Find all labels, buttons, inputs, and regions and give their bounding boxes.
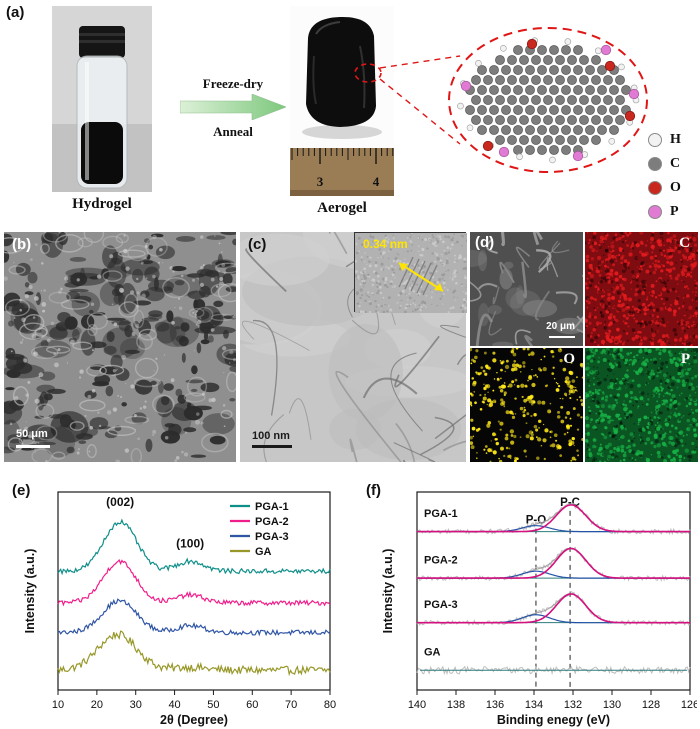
- sem-texture: [4, 232, 236, 462]
- atom-p-icon: [648, 205, 662, 219]
- phosphorus-map-texture: [585, 348, 698, 462]
- panel-b-label: (b): [12, 236, 32, 253]
- x-tick-label: 40: [168, 699, 180, 711]
- legend-item-c: C: [648, 152, 681, 176]
- oxygen-map-label: O: [563, 351, 575, 367]
- legend-entry: GA: [255, 546, 272, 558]
- process-arrow-icon: [180, 94, 286, 120]
- aerogel-caption: Aerogel: [317, 200, 367, 216]
- atom-legend: H C O P: [648, 128, 681, 224]
- series-label: PGA-1: [424, 508, 458, 520]
- eds-mapping-panel: (d) 20 μm C O P: [470, 232, 698, 462]
- process-step-bottom: Anneal: [213, 124, 253, 139]
- eds-sem-texture: [470, 232, 583, 346]
- panel-c-scalebar: [252, 445, 292, 448]
- x-axis-label: Binding enegy (eV): [497, 713, 610, 727]
- hydrogel-photo: [52, 6, 152, 192]
- series-label: PGA-3: [424, 599, 458, 611]
- atom-o-icon: [648, 181, 662, 195]
- lattice-spacing-label: 0.34 nm: [363, 237, 408, 251]
- peak-annotation: (100): [176, 536, 204, 550]
- xrd-chart: 10 20 30 40 50 60 70 80 2θ (Degree) Intensity (a.…: [23, 491, 336, 727]
- ruler-number-3: 3: [317, 174, 324, 189]
- panel-e-label: (e): [12, 482, 31, 499]
- molecular-structure-diagram: [448, 27, 648, 173]
- x-tick-label: 140: [408, 699, 426, 711]
- x-tick-label: 50: [207, 699, 219, 711]
- panel-b-scalebar-text: 50 μm: [16, 428, 48, 440]
- atom-h-icon: [648, 133, 662, 147]
- aerogel-photo: 3 4: [290, 6, 394, 196]
- eds-sem-tile: (d) 20 μm: [470, 232, 583, 346]
- panel-c-scalebar-text: 100 nm: [252, 430, 290, 442]
- x-tick-label: 132: [564, 699, 582, 711]
- lattice-fringe-texture: [355, 233, 467, 313]
- panel-d-scalebar-text: 20 μm: [546, 321, 575, 332]
- series-label: GA: [424, 646, 441, 658]
- x-tick-label: 60: [246, 699, 258, 711]
- panel-b-scalebar: [16, 445, 50, 448]
- legend-item-h: H: [648, 128, 681, 152]
- legend-entry: PGA-3: [255, 531, 289, 543]
- oxygen-map-texture: [470, 348, 583, 462]
- x-tick-label: 130: [603, 699, 621, 711]
- series-label: PGA-2: [424, 554, 458, 566]
- x-tick-label: 126: [681, 699, 697, 711]
- panel-d-scalebar: [549, 336, 575, 338]
- x-tick-label: 80: [324, 699, 336, 711]
- tem-image: (c) 0.34 nm 100 nm: [240, 232, 467, 462]
- process-step-top: Freeze-dry: [202, 76, 264, 91]
- tem-inset: 0.34 nm: [354, 232, 467, 313]
- ruler-number-4: 4: [373, 174, 380, 189]
- y-axis-label: Intensity (a.u.): [381, 549, 395, 634]
- x-tick-label: 30: [130, 699, 142, 711]
- hydrogel-caption: Hydrogel: [72, 196, 132, 212]
- series-PGA-3: [57, 598, 331, 637]
- panel-f-label: (f): [366, 482, 381, 499]
- x-tick-label: 20: [91, 699, 103, 711]
- series-GA: [57, 630, 331, 677]
- atom-h-label: H: [670, 132, 681, 147]
- x-tick-label: 138: [447, 699, 465, 711]
- panel-c-label: (c): [248, 236, 267, 253]
- oxygen-map-tile: O: [470, 348, 583, 462]
- x-tick-label: 70: [285, 699, 297, 711]
- legend-item-o: O: [648, 176, 681, 200]
- carbon-map-tile: C: [585, 232, 698, 346]
- fit-component-label: P-O: [526, 515, 547, 527]
- y-axis-label: Intensity (a.u.): [23, 549, 37, 634]
- legend-entry: PGA-1: [255, 501, 289, 513]
- carbon-map-texture: [585, 232, 698, 346]
- peak-annotation: (002): [106, 495, 134, 509]
- series-PGA-2: [57, 559, 331, 607]
- x-tick-label: 136: [486, 699, 504, 711]
- xps-chart: 140 138 136 134 132 130 128 126 Binding enegy (e…: [381, 491, 697, 727]
- panel-d-label: (d): [475, 234, 495, 251]
- x-tick-label: 128: [642, 699, 660, 711]
- series-PGA-1: [57, 518, 331, 576]
- hydrogel-vial-illustration: [52, 6, 152, 192]
- atom-c-icon: [648, 157, 662, 171]
- panel-a-label: (a): [6, 4, 25, 21]
- x-tick-label: 134: [525, 699, 543, 711]
- carbon-map-label: C: [679, 235, 690, 251]
- phosphorus-map-label: P: [680, 351, 690, 367]
- atom-p-label: P: [670, 204, 679, 219]
- sem-image: (b) 50 μm: [4, 232, 236, 462]
- legend-entry: PGA-2: [255, 516, 289, 528]
- x-tick-label: 10: [52, 699, 64, 711]
- phosphorus-map-tile: P: [585, 348, 698, 462]
- legend-item-p: P: [648, 200, 681, 224]
- atom-o-label: O: [670, 180, 681, 195]
- x-axis-label: 2θ (Degree): [160, 713, 228, 727]
- atom-c-label: C: [670, 156, 681, 171]
- aerogel-illustration: 3 4: [290, 16, 394, 196]
